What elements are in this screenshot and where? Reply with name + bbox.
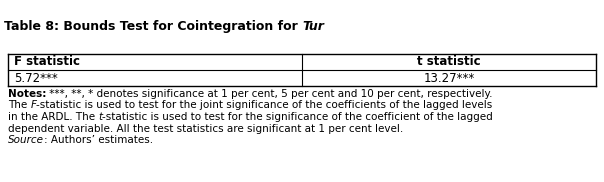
Text: t statistic: t statistic [417, 56, 481, 68]
Text: ***, **, * denotes significance at 1 per cent, 5 per cent and 10 per cent, respe: ***, **, * denotes significance at 1 per… [47, 89, 493, 99]
Text: -statistic is used to test for the joint significance of the coefficients of the: -statistic is used to test for the joint… [36, 100, 493, 110]
Text: : Authors’ estimates.: : Authors’ estimates. [44, 135, 153, 145]
Text: Notes:: Notes: [8, 89, 47, 99]
Text: 5.72***: 5.72*** [14, 72, 58, 84]
Text: t: t [98, 112, 103, 122]
Text: Table 8: Bounds Test for Cointegration for: Table 8: Bounds Test for Cointegration f… [4, 20, 302, 33]
Text: Source: Source [8, 135, 44, 145]
Text: in the ARDL. The: in the ARDL. The [8, 112, 98, 122]
Text: Tur: Tur [302, 20, 324, 33]
Text: F: F [30, 100, 36, 110]
Text: The: The [8, 100, 30, 110]
Text: dependent variable. All the test statistics are significant at 1 per cent level.: dependent variable. All the test statist… [8, 124, 403, 134]
Text: -statistic is used to test for the significance of the coefficient of the lagged: -statistic is used to test for the signi… [103, 112, 493, 122]
Text: 13.27***: 13.27*** [423, 72, 475, 84]
Text: F statistic: F statistic [14, 56, 80, 68]
